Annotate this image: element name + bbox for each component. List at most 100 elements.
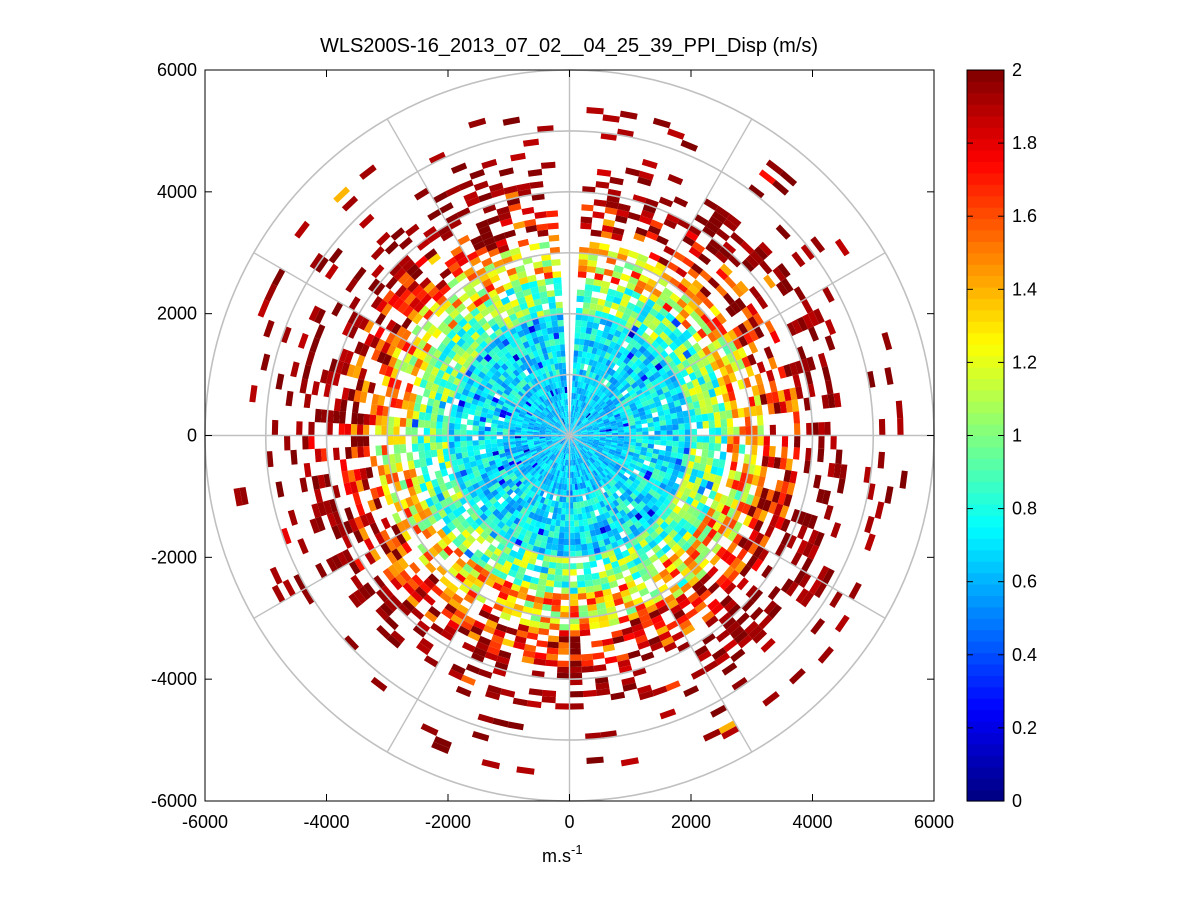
ppi-cell [348,593,362,608]
ppi-cell [629,462,637,469]
ppi-cell [407,486,417,497]
ppi-cell [628,418,635,423]
x-tick-label: 6000 [914,812,954,832]
ppi-cell [527,431,534,434]
ppi-cell [656,235,669,246]
ppi-cell [579,525,585,533]
ppi-cell [578,422,583,428]
ppi-cell [555,519,561,527]
ppi-cell [711,542,722,555]
ppi-cell [698,557,710,569]
ppi-cell [571,465,574,472]
ppi-cell [536,458,543,464]
ppi-cell [569,508,574,515]
ppi-cell [768,604,782,619]
ppi-cell [534,355,542,364]
ppi-cell [391,548,403,561]
ppi-cell [470,553,481,564]
ppi-cell [421,528,432,540]
ppi-cell [547,384,553,391]
ppi-cell [731,677,748,691]
ppi-cell [518,465,526,472]
ppi-cell [353,589,367,605]
ppi-cell [682,410,690,418]
ppi-cell [571,441,574,448]
ppi-cell [706,353,716,364]
ppi-cell [684,441,691,449]
ppi-cell [589,334,597,342]
ppi-cell [546,405,552,412]
ppi-cell [656,388,664,396]
ppi-cell [419,499,429,511]
ppi-cell [441,435,449,443]
ppi-cell [529,181,544,189]
ppi-cell [679,308,690,320]
ppi-cell [658,292,670,303]
ppi-cell [694,306,705,318]
ppi-cell [596,534,604,542]
ppi-cell [650,391,659,399]
ppi-cell [759,260,773,275]
ppi-cell [437,407,445,416]
ppi-cell [631,290,642,300]
ppi-cell [690,394,699,403]
ppi-cell [662,287,674,298]
ppi-cell [586,467,591,474]
ppi-cell [556,556,564,564]
ppi-cell [580,501,585,508]
ppi-cell [514,457,521,464]
ppi-cell [423,309,435,321]
ppi-cell [606,366,613,375]
ppi-cell [608,487,616,495]
ppi-cell [517,623,530,633]
ppi-cell [627,611,640,621]
ppi-cell [639,613,651,624]
ppi-cell [580,375,586,383]
ppi-cell [769,424,776,436]
ppi-cell [354,516,365,530]
ppi-cell [646,278,658,288]
ppi-cell [338,348,349,363]
ppi-cell [572,465,576,472]
ppi-cell [692,518,702,529]
ppi-cell [705,615,719,628]
ppi-cell [571,411,574,418]
x-axis-label: m.s-1 [542,842,583,866]
ppi-cell [712,458,720,468]
ppi-cell [652,685,668,697]
ppi-cell [655,549,666,559]
ppi-cell [518,586,529,595]
ppi-cell [481,278,493,288]
ppi-cell [586,486,592,494]
ppi-cell [596,481,603,489]
ppi-cell [571,453,574,460]
ppi-cell [627,451,634,457]
ppi-cell [260,353,271,371]
ppi-cell [490,463,498,471]
ppi-cell [508,364,516,373]
ppi-cell [494,370,502,378]
ppi-cell [490,439,497,444]
ppi-cell [554,424,560,429]
ppi-cell [691,241,706,254]
ppi-cell [688,224,702,237]
ppi-cell [597,539,606,548]
ppi-cell [700,406,708,415]
colorbar-band [967,492,1004,505]
ppi-cell [529,448,537,453]
ppi-cell [706,405,714,414]
ppi-cell [344,423,352,436]
ppi-cell [571,447,574,454]
ppi-cell [590,471,596,478]
ppi-cell [640,446,648,452]
ppi-cell [531,414,538,419]
ppi-cell [517,343,526,352]
ppi-cell [434,470,443,479]
ppi-cell [483,548,494,559]
ppi-cell [532,412,539,418]
ppi-cell [611,430,618,434]
y-tick-label: 4000 [157,182,197,202]
ppi-cell [645,492,654,501]
ppi-cell [455,272,467,283]
ppi-cell [561,440,566,445]
